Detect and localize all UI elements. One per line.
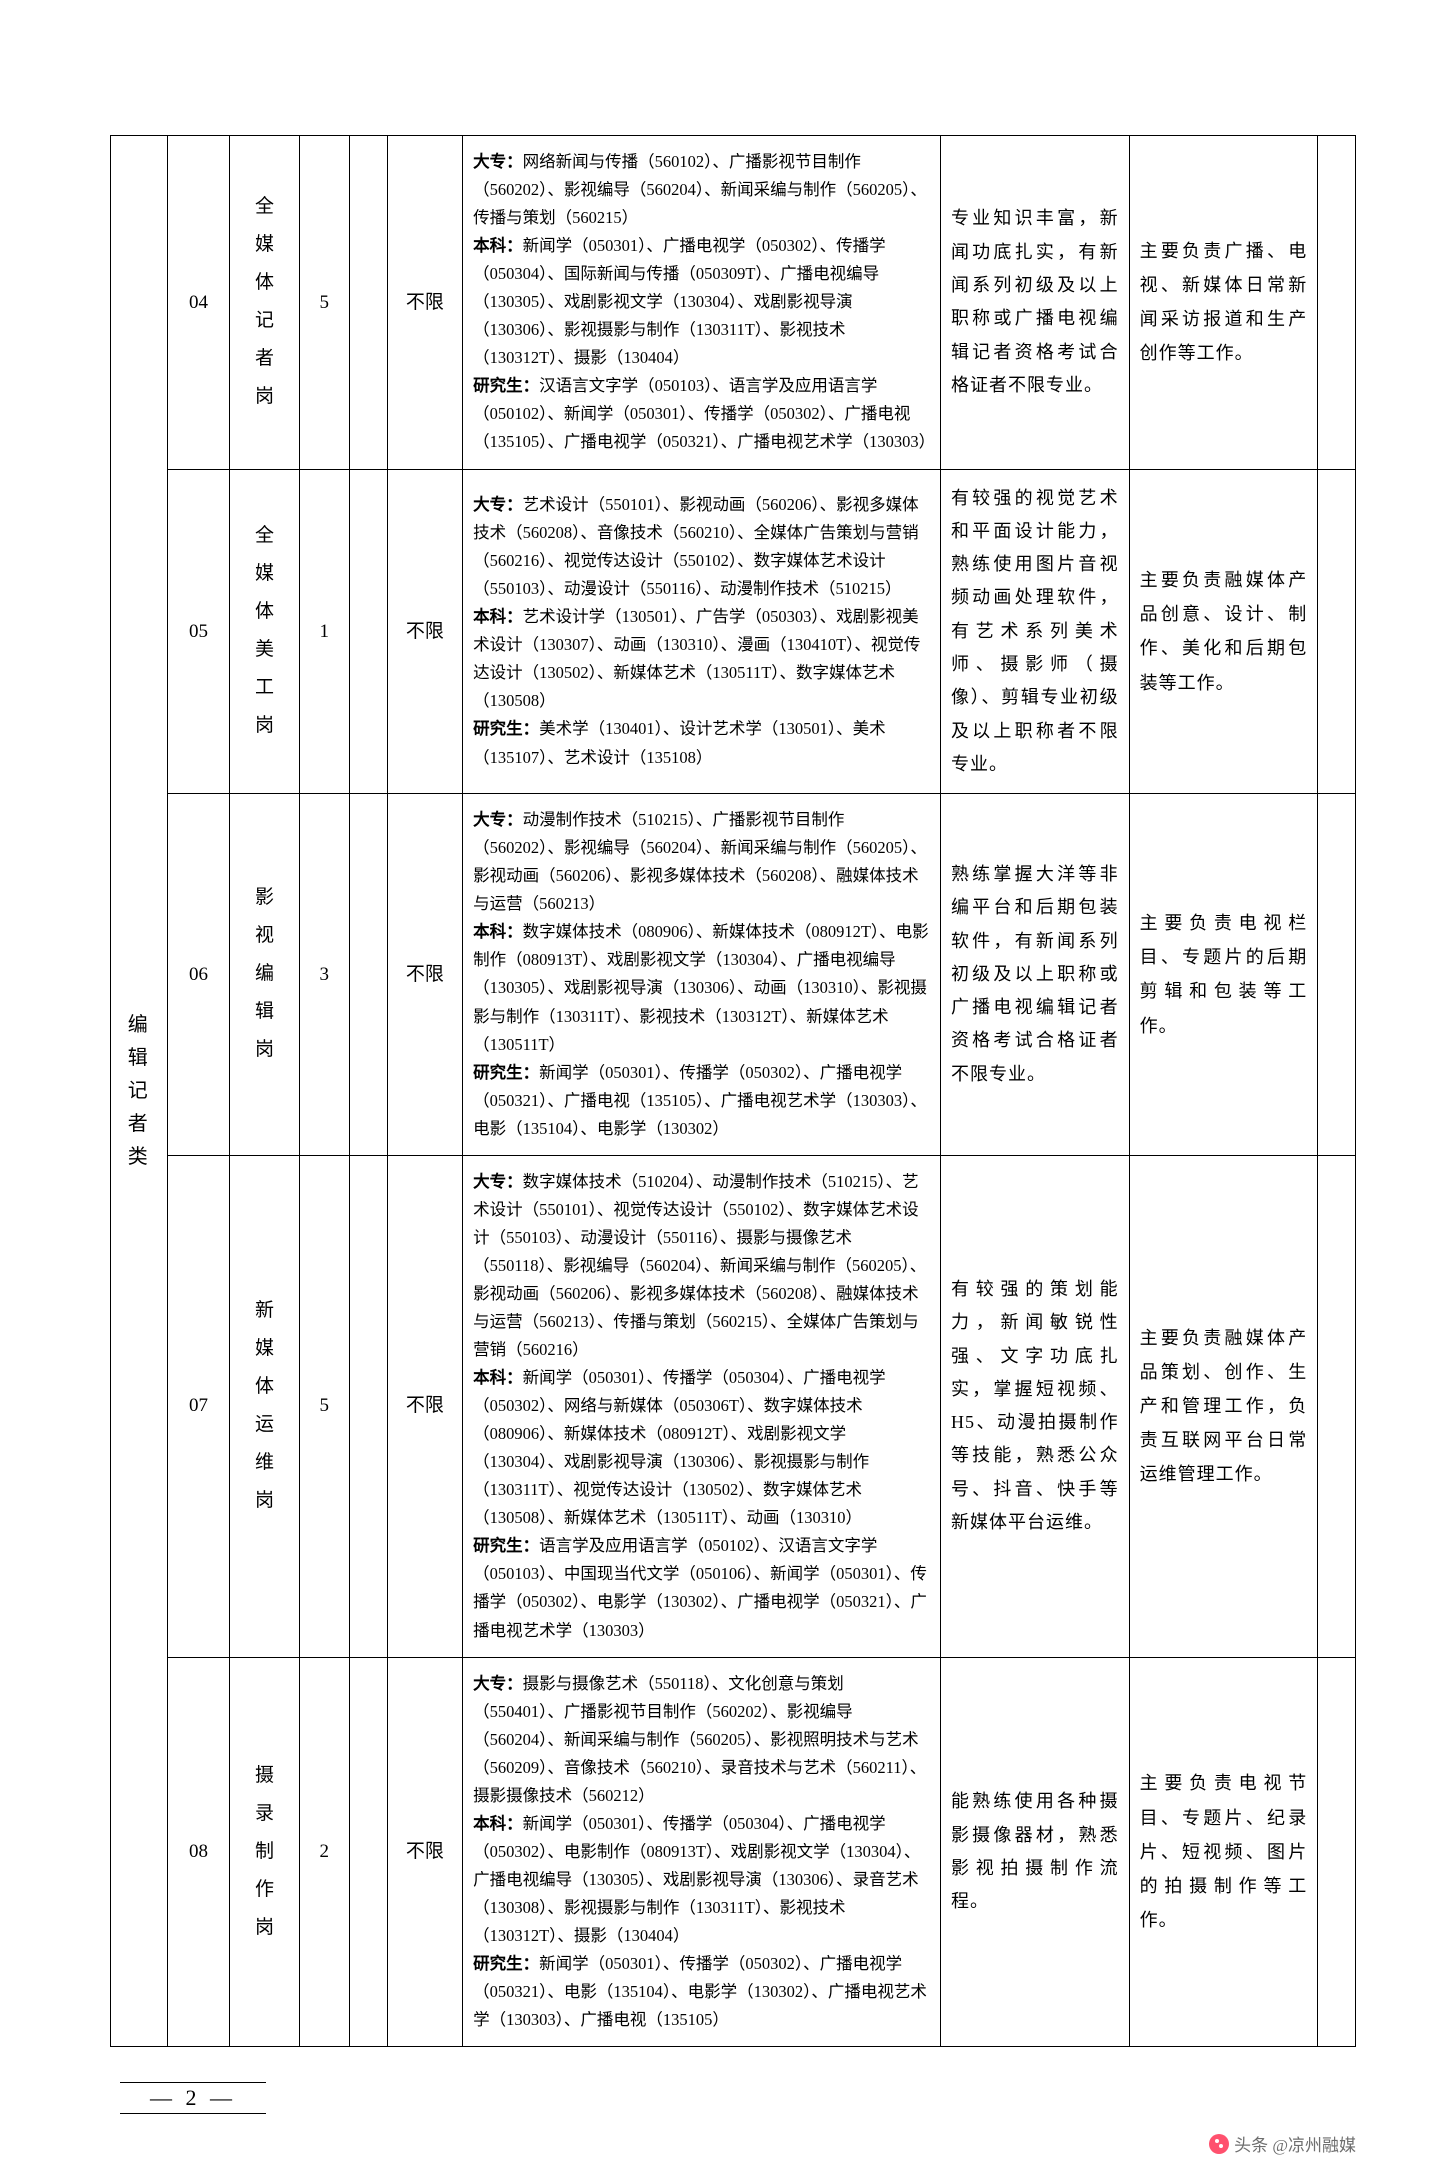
blank-cell [349, 1657, 387, 2047]
blank-cell [1318, 1155, 1356, 1657]
spec-cell: 大专：网络新闻与传播（560102）、广播影视节目制作（560202）、影视编导… [463, 136, 941, 470]
condition-cell: 专业知识丰富，新闻功底扎实，有新闻系列初级及以上职称或广播电视编辑记者资格考试合… [940, 136, 1129, 470]
table-row: 05全媒体美工岗1不限大专：艺术设计（550101）、影视动画（560206）、… [111, 469, 1356, 794]
gender-cell: 不限 [387, 794, 462, 1156]
spec-cell: 大专：动漫制作技术（510215）、广播影视节目制作（560202）、影视编导（… [463, 794, 941, 1156]
blank-cell [1318, 794, 1356, 1156]
responsibility-cell: 主要负责融媒体产品策划、创作、生产和管理工作，负责互联网平台日常运维管理工作。 [1129, 1155, 1318, 1657]
watermark-text: 头条 @凉州融媒 [1234, 2131, 1356, 2156]
blank-cell [349, 1155, 387, 1657]
spec-cell: 大专：数字媒体技术（510204）、动漫制作技术（510215）、艺术设计（55… [463, 1155, 941, 1657]
table-row: 06影视编辑岗3不限大专：动漫制作技术（510215）、广播影视节目制作（560… [111, 794, 1356, 1156]
position-cell: 新媒体运维岗 [230, 1155, 299, 1657]
gender-cell: 不限 [387, 469, 462, 794]
condition-cell: 有较强的策划能力，新闻敏锐性强、文字功底扎实，掌握短视频、H5、动漫拍摄制作等技… [940, 1155, 1129, 1657]
blank-cell [349, 136, 387, 470]
blank-cell [1318, 1657, 1356, 2047]
blank-cell [349, 794, 387, 1156]
toutiao-icon [1209, 2134, 1229, 2154]
responsibility-cell: 主要负责广播、电视、新媒体日常新闻采访报道和生产创作等工作。 [1129, 136, 1318, 470]
count-cell: 2 [299, 1657, 349, 2047]
responsibility-cell: 主要负责电视节目、专题片、纪录片、短视频、图片的拍摄制作等工作。 [1129, 1657, 1318, 2047]
gender-cell: 不限 [387, 136, 462, 470]
spec-cell: 大专：摄影与摄像艺术（550118）、文化创意与策划（550401）、广播影视节… [463, 1657, 941, 2047]
blank-cell [1318, 136, 1356, 470]
condition-cell: 熟练掌握大洋等非编平台和后期包装软件，有新闻系列初级及以上职称或广播电视编辑记者… [940, 794, 1129, 1156]
page-number: — 2 — [120, 2082, 266, 2114]
count-cell: 3 [299, 794, 349, 1156]
condition-cell: 能熟练使用各种摄影摄像器材，熟悉影视拍摄制作流程。 [940, 1657, 1129, 2047]
blank-cell [349, 469, 387, 794]
blank-cell [1318, 469, 1356, 794]
category-cell: 编辑记者类 [111, 136, 168, 2047]
condition-cell: 有较强的视觉艺术和平面设计能力，熟练使用图片音视频动画处理软件，有艺术系列美术师… [940, 469, 1129, 794]
gender-cell: 不限 [387, 1657, 462, 2047]
code-cell: 06 [167, 794, 230, 1156]
position-cell: 摄录制作岗 [230, 1657, 299, 2047]
count-cell: 5 [299, 1155, 349, 1657]
responsibility-cell: 主要负责融媒体产品创意、设计、制作、美化和后期包装等工作。 [1129, 469, 1318, 794]
code-cell: 04 [167, 136, 230, 470]
job-table: 编辑记者类04全媒体记者岗5不限大专：网络新闻与传播（560102）、广播影视节… [110, 135, 1356, 2047]
position-cell: 影视编辑岗 [230, 794, 299, 1156]
count-cell: 1 [299, 469, 349, 794]
table-row: 08摄录制作岗2不限大专：摄影与摄像艺术（550118）、文化创意与策划（550… [111, 1657, 1356, 2047]
code-cell: 07 [167, 1155, 230, 1657]
gender-cell: 不限 [387, 1155, 462, 1657]
position-cell: 全媒体记者岗 [230, 136, 299, 470]
position-cell: 全媒体美工岗 [230, 469, 299, 794]
spec-cell: 大专：艺术设计（550101）、影视动画（560206）、影视多媒体技术（560… [463, 469, 941, 794]
code-cell: 08 [167, 1657, 230, 2047]
table-row: 编辑记者类04全媒体记者岗5不限大专：网络新闻与传播（560102）、广播影视节… [111, 136, 1356, 470]
count-cell: 5 [299, 136, 349, 470]
table-row: 07新媒体运维岗5不限大专：数字媒体技术（510204）、动漫制作技术（5102… [111, 1155, 1356, 1657]
page-footer: — 2 — [110, 2082, 1356, 2114]
watermark: 头条 @凉州融媒 [1209, 2131, 1356, 2156]
code-cell: 05 [167, 469, 230, 794]
responsibility-cell: 主要负责电视栏目、专题片的后期剪辑和包装等工作。 [1129, 794, 1318, 1156]
